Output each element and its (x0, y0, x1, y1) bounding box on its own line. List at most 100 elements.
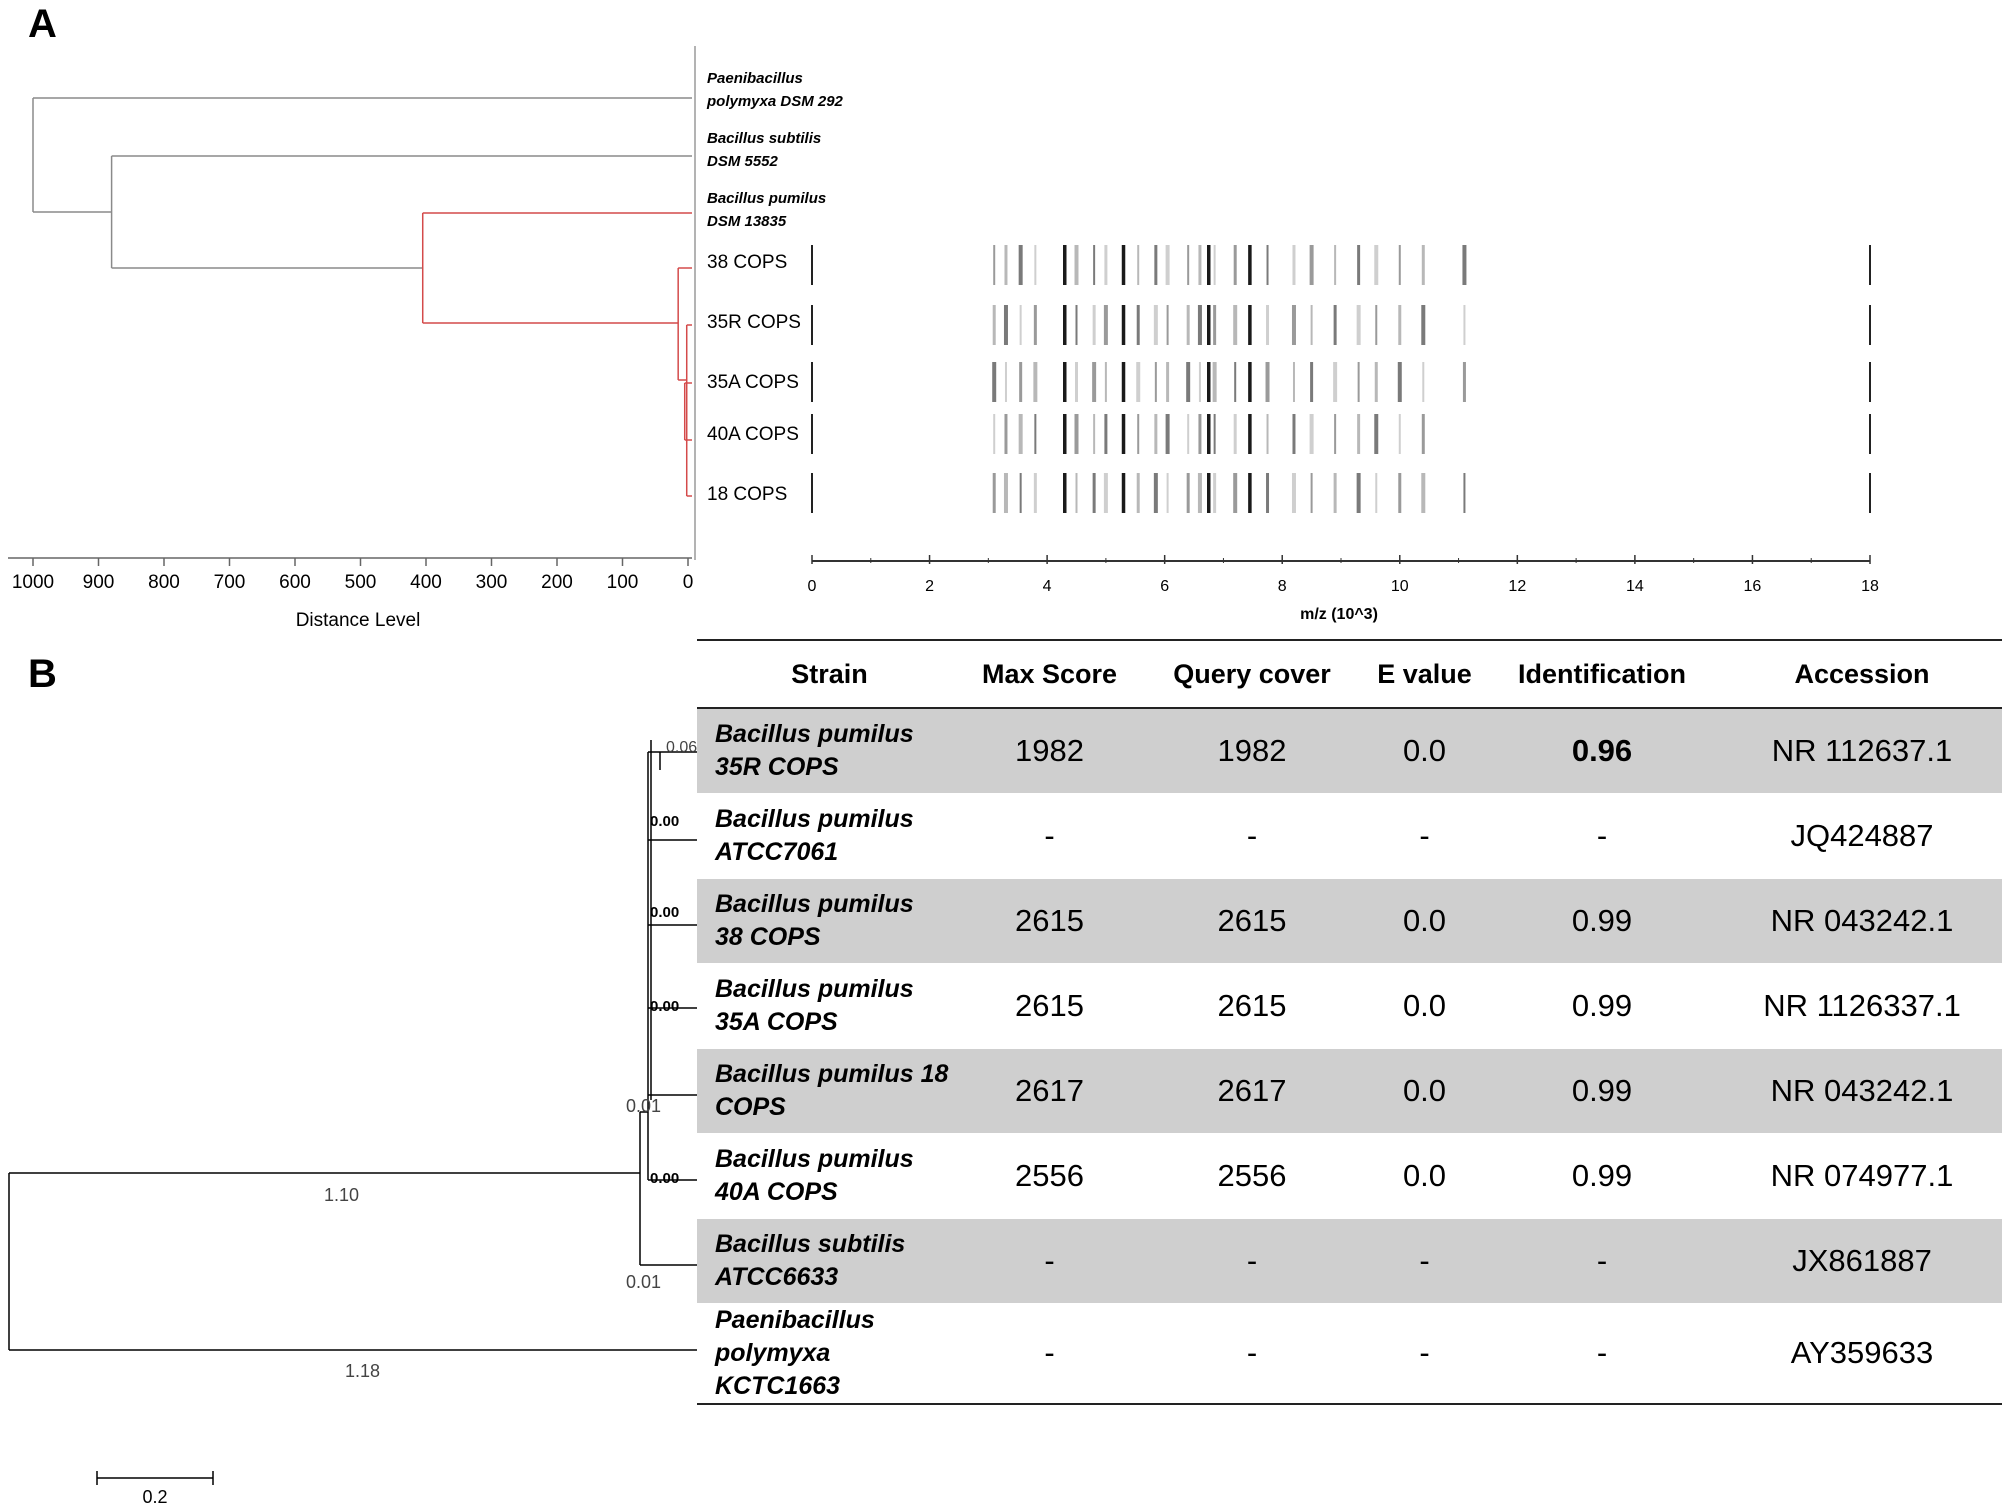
distance-axis-tick-label: 100 (607, 572, 639, 593)
dendrogram-leaf-label-line2: DSM 5552 (707, 153, 779, 170)
tree-branch-label: 0.06 (666, 739, 697, 756)
mz-axis-tick-label: 12 (1508, 578, 1526, 595)
accession-cell: NR 1126337.1 (1722, 963, 2002, 1049)
strain-line-2: ATCC7061 (715, 837, 839, 866)
header-strain: Strain (697, 639, 962, 709)
max-score-cell: 2556 (962, 1133, 1137, 1219)
dendrogram (32, 46, 696, 560)
strain-line-1: Bacillus pumilus 18 (715, 1059, 949, 1088)
strain-cell: Bacillus pumilus 35A COPS (697, 963, 962, 1049)
max-score-cell: 1982 (962, 708, 1137, 794)
dendrogram-leaf-label: Bacillus pumilus (707, 190, 826, 207)
scale-bar (96, 1471, 214, 1485)
table-header-row: Strain Max Score Query cover E value Ide… (697, 639, 2002, 709)
strain-line-2: 40A COPS (715, 1177, 838, 1206)
max-score-cell: 2615 (962, 963, 1137, 1049)
strain-line-1: Bacillus pumilus (715, 804, 914, 833)
max-score-cell: - (962, 1218, 1137, 1304)
strain-line-1: Bacillus pumilus (715, 974, 914, 1003)
table-row: Paenibacillus polymyxa KCTC1663 - - - - A… (697, 1303, 2002, 1404)
max-score-cell: - (962, 793, 1137, 879)
table-row: Bacillus pumilus ATCC7061 - - - - JQ42488… (697, 793, 2002, 879)
strain-line-2: polymyxa KCTC1663 (715, 1338, 841, 1400)
distance-axis-tick-label: 300 (476, 572, 508, 593)
distance-axis-tick-label: 1000 (12, 572, 54, 593)
strain-cell: Bacillus pumilus 38 COPS (697, 878, 962, 964)
mz-axis-label: m/z (10^3) (1300, 606, 1378, 623)
query-cover-cell: - (1137, 793, 1367, 879)
query-cover-cell: - (1137, 1303, 1367, 1404)
tree-branch-label: 0.01 (626, 1096, 661, 1116)
dendrogram-outer-branches (32, 46, 696, 560)
mz-axis-tick-label: 10 (1391, 578, 1409, 595)
strain-line-2: 38 COPS (715, 922, 821, 951)
tree-branch-labels: 0.06 0.00 0.00 0.00 0.01 0.00 1.10 0.01 1.18 (324, 739, 697, 1381)
identification-cell: 0.99 (1482, 1048, 1722, 1134)
header-query-cover: Query cover (1137, 639, 1367, 709)
strain-line-1: Bacillus pumilus (715, 1144, 914, 1173)
strain-line-1: Bacillus pumilus (715, 719, 914, 748)
distance-axis-tick-label: 700 (214, 572, 246, 593)
dendrogram-leaf-label: 40A COPS (707, 424, 799, 445)
header-max-score: Max Score (962, 639, 1137, 709)
distance-axis-label: Distance Level (296, 610, 421, 631)
accession-cell: NR 112637.1 (1722, 708, 2002, 794)
max-score-cell: - (962, 1303, 1137, 1404)
blast-results-table: Strain Max Score Query cover E value Ide… (697, 639, 2002, 1405)
e-value-cell: 0.0 (1367, 1133, 1482, 1219)
strain-line-2: ATCC6633 (715, 1262, 839, 1291)
distance-axis-tick-label: 500 (345, 572, 377, 593)
dendrogram-leaf-label-line2: DSM 13835 (707, 213, 787, 230)
table-row: Bacillus pumilus 18 COPS 2617 2617 0.0 0.… (697, 1048, 2002, 1134)
accession-cell: NR 043242.1 (1722, 878, 2002, 964)
distance-axis-tick-label: 800 (148, 572, 180, 593)
identification-cell: 0.99 (1482, 963, 1722, 1049)
dendrogram-pumilus-clade (421, 212, 692, 497)
mz-axis-tick-label: 8 (1278, 578, 1287, 595)
table-row: Bacillus pumilus 35A COPS 2615 2615 0.0 0… (697, 963, 2002, 1049)
query-cover-cell: 2615 (1137, 878, 1367, 964)
strain-cell: Bacillus pumilus 40A COPS (697, 1133, 962, 1219)
mz-axis-tick-label: 6 (1160, 578, 1169, 595)
strain-cell: Paenibacillus polymyxa KCTC1663 (697, 1303, 962, 1404)
dendrogram-leaf-labels: Paenibacillus polymyxa DSM 292 Bacillus su… (706, 70, 844, 505)
distance-axis: 1000 900 800 700 600 500 400 300 200 100 0 (8, 557, 694, 593)
distance-axis-tick-label: 200 (541, 572, 573, 593)
e-value-cell: 0.0 (1367, 963, 1482, 1049)
table-row: Bacillus pumilus 40A COPS 2556 2556 0.0 0… (697, 1133, 2002, 1219)
distance-axis-tick-label: 0 (683, 572, 694, 593)
distance-axis-tick-label: 900 (83, 572, 115, 593)
identification-cell: 0.96 (1482, 708, 1722, 794)
query-cover-cell: 2556 (1137, 1133, 1367, 1219)
query-cover-cell: 2615 (1137, 963, 1367, 1049)
accession-cell: NR 043242.1 (1722, 1048, 2002, 1134)
identification-cell: - (1482, 793, 1722, 879)
identification-cell: - (1482, 1218, 1722, 1304)
tree-branch-label: 0.00 (650, 813, 679, 830)
e-value-cell: - (1367, 1303, 1482, 1404)
dendrogram-leaf-label: Paenibacillus (707, 70, 803, 87)
mz-axis-tick-label: 16 (1744, 578, 1762, 595)
identification-cell: 0.99 (1482, 878, 1722, 964)
dendrogram-leaf-label: 18 COPS (707, 484, 787, 505)
mz-axis-tick-label: 2 (925, 578, 934, 595)
strain-line-2: 35R COPS (715, 752, 839, 781)
mz-axis: 0 2 4 6 8 10 12 14 16 18 (808, 555, 1879, 595)
mz-axis-tick-label: 18 (1861, 578, 1879, 595)
tree-branch-label: 1.18 (345, 1361, 380, 1381)
max-score-cell: 2615 (962, 878, 1137, 964)
query-cover-cell: 2617 (1137, 1048, 1367, 1134)
phylogenetic-tree (8, 740, 697, 1351)
e-value-cell: - (1367, 793, 1482, 879)
panel-b-label: B (28, 652, 57, 696)
max-score-cell: 2617 (962, 1048, 1137, 1134)
spectrum-row (811, 473, 1871, 513)
mz-axis-tick-label: 4 (1043, 578, 1052, 595)
strain-cell: Bacillus subtilis ATCC6633 (697, 1218, 962, 1304)
table-row: Bacillus subtilis ATCC6633 - - - - JX8618… (697, 1218, 2002, 1304)
query-cover-cell: - (1137, 1218, 1367, 1304)
e-value-cell: - (1367, 1218, 1482, 1304)
tree-branch-label: 1.10 (324, 1185, 359, 1205)
strain-cell: Bacillus pumilus 35R COPS (697, 708, 962, 794)
